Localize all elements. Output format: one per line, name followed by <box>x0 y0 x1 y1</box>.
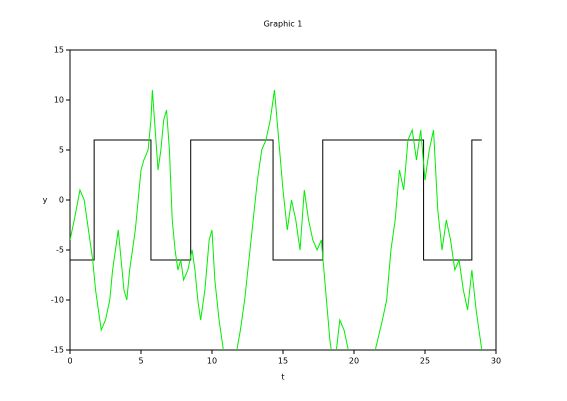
x-tick-label: 20 <box>349 357 359 366</box>
y-tick-label: -5 <box>56 246 64 255</box>
x-tick-label: 25 <box>420 357 430 366</box>
y-tick-label: 0 <box>59 196 64 205</box>
y-tick-label: -10 <box>51 296 64 305</box>
y-axis-label: y <box>43 196 48 205</box>
y-tick-label: -15 <box>51 346 64 355</box>
x-axis-label: t <box>281 373 284 382</box>
x-tick-label: 10 <box>207 357 217 366</box>
x-tick-label: 5 <box>138 357 143 366</box>
x-tick-label: 30 <box>491 357 501 366</box>
x-tick-label: 15 <box>278 357 288 366</box>
series-line <box>70 139 482 261</box>
plot-area <box>70 89 483 350</box>
y-tick-label: 5 <box>59 146 64 155</box>
chart-title: Graphic 1 <box>264 20 303 29</box>
y-tick-label: 15 <box>54 46 64 55</box>
y-tick-label: 10 <box>54 96 64 105</box>
series-line <box>70 89 483 350</box>
x-tick-label: 0 <box>67 357 72 366</box>
